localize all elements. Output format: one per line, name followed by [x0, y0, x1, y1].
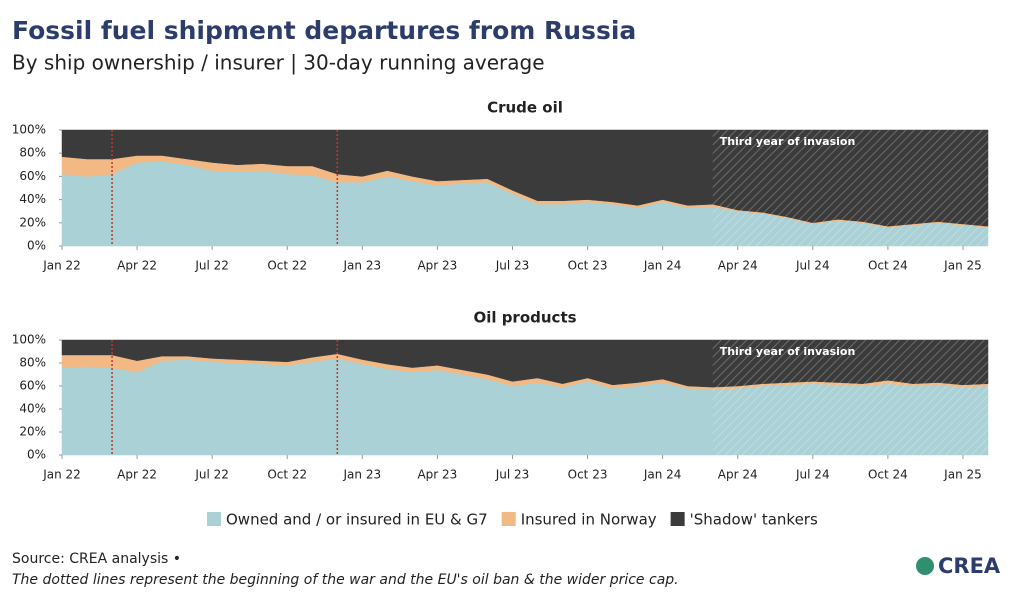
y-tick-label: 40% — [19, 402, 46, 416]
y-tick-label: 100% — [12, 123, 46, 137]
highlight-region — [712, 130, 988, 246]
x-tick-label: Jan 25 — [943, 259, 982, 273]
logo: CREA — [938, 554, 1001, 578]
legend-swatch — [501, 512, 516, 526]
y-tick-label: 0% — [27, 239, 46, 253]
x-tick-label: Apr 23 — [417, 468, 457, 482]
y-tick-label: 80% — [19, 146, 46, 160]
x-tick-label: Jan 23 — [343, 259, 382, 273]
y-tick-label: 20% — [19, 215, 46, 229]
x-tick-label: Jul 22 — [194, 259, 229, 273]
legend-swatch — [207, 512, 221, 526]
legend-label: Owned and / or insured in EU & G7 — [226, 511, 488, 529]
x-tick-label: Jan 22 — [42, 468, 81, 482]
legend-swatch — [670, 512, 685, 526]
x-tick-label: Apr 22 — [117, 468, 157, 482]
x-tick-label: Oct 23 — [568, 259, 608, 273]
x-tick-label: Jul 22 — [194, 468, 229, 482]
x-tick-label: Oct 24 — [868, 468, 908, 482]
y-tick-label: 0% — [27, 448, 46, 462]
x-tick-label: Jan 22 — [42, 259, 81, 273]
x-tick-label: Oct 22 — [267, 259, 307, 273]
x-tick-label: Oct 22 — [267, 468, 307, 482]
x-tick-label: Jul 23 — [495, 468, 530, 482]
y-tick-label: 40% — [19, 192, 46, 206]
highlight-region — [712, 340, 988, 455]
legend-label: Insured in Norway — [521, 511, 657, 529]
legend-label: 'Shadow' tankers — [690, 511, 818, 529]
x-tick-label: Apr 23 — [417, 259, 457, 273]
y-tick-label: 20% — [19, 425, 46, 439]
logo-mark — [916, 557, 934, 575]
highlight-label: Third year of invasion — [720, 135, 856, 148]
y-tick-label: 100% — [12, 333, 46, 347]
title: Fossil fuel shipment departures from Rus… — [12, 16, 636, 45]
x-tick-label: Jan 23 — [343, 468, 382, 482]
panel-title: Crude oil — [487, 99, 563, 117]
x-tick-label: Apr 22 — [117, 259, 157, 273]
x-tick-label: Apr 24 — [718, 259, 758, 273]
x-tick-label: Jul 23 — [495, 259, 530, 273]
x-tick-label: Jul 24 — [795, 259, 830, 273]
x-tick-label: Jan 24 — [643, 259, 682, 273]
y-tick-label: 80% — [19, 356, 46, 370]
note: The dotted lines represent the beginning… — [12, 572, 679, 588]
x-tick-label: Apr 24 — [718, 468, 758, 482]
x-tick-label: Oct 24 — [868, 259, 908, 273]
x-tick-label: Jul 24 — [795, 468, 830, 482]
y-tick-label: 60% — [19, 169, 46, 183]
subtitle: By ship ownership / insurer | 30-day run… — [12, 51, 545, 75]
x-tick-label: Jan 25 — [943, 468, 982, 482]
x-tick-label: Oct 23 — [568, 468, 608, 482]
panel-title: Oil products — [473, 309, 576, 327]
y-tick-label: 60% — [19, 379, 46, 393]
highlight-label: Third year of invasion — [720, 345, 856, 358]
source: Source: CREA analysis • — [12, 551, 181, 567]
x-tick-label: Jan 24 — [643, 468, 682, 482]
